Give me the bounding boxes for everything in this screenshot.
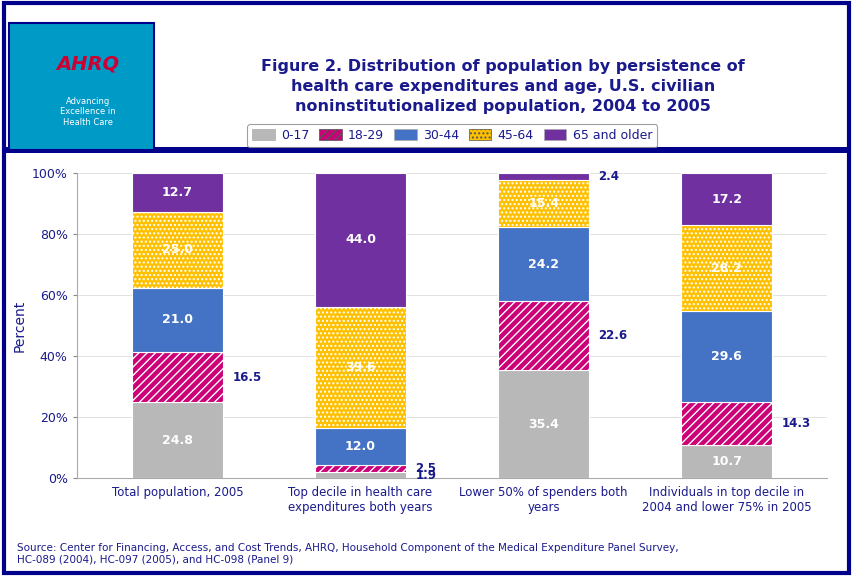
Bar <box>131 403 223 478</box>
Bar <box>131 173 223 211</box>
Bar <box>314 307 406 428</box>
Bar <box>680 445 772 478</box>
Text: 28.2: 28.2 <box>711 262 741 275</box>
Text: 24.8: 24.8 <box>162 434 193 447</box>
Text: 12.7: 12.7 <box>162 185 193 199</box>
Text: 35.4: 35.4 <box>527 418 558 430</box>
Bar <box>314 472 406 478</box>
Text: 10.7: 10.7 <box>711 455 741 468</box>
Text: 1.9: 1.9 <box>415 469 436 482</box>
Bar <box>680 312 772 402</box>
Bar <box>131 211 223 288</box>
Bar <box>498 173 589 180</box>
Text: 14.3: 14.3 <box>780 417 809 430</box>
Legend: 0-17, 18-29, 30-44, 45-64, 65 and older: 0-17, 18-29, 30-44, 45-64, 65 and older <box>247 124 656 147</box>
Text: 25.0: 25.0 <box>162 243 193 256</box>
Bar <box>131 352 223 403</box>
Text: 21.0: 21.0 <box>162 313 193 327</box>
Text: 2.5: 2.5 <box>415 462 436 475</box>
Bar <box>498 180 589 227</box>
Bar <box>131 288 223 352</box>
Text: Advancing
Excellence in
Health Care: Advancing Excellence in Health Care <box>60 97 116 127</box>
Text: AHRQ: AHRQ <box>56 54 120 73</box>
Text: 17.2: 17.2 <box>711 192 741 206</box>
Bar <box>498 227 589 301</box>
Bar <box>314 173 406 307</box>
Bar <box>680 225 772 312</box>
Text: 12.0: 12.0 <box>345 440 376 453</box>
Bar <box>498 370 589 478</box>
Text: 22.6: 22.6 <box>598 329 627 342</box>
Bar <box>680 402 772 445</box>
Bar <box>314 465 406 472</box>
Text: Source: Center for Financing, Access, and Cost Trends, AHRQ, Household Component: Source: Center for Financing, Access, an… <box>17 543 678 564</box>
Text: 16.5: 16.5 <box>232 371 262 384</box>
Text: 29.6: 29.6 <box>711 350 741 363</box>
Text: 44.0: 44.0 <box>345 233 376 247</box>
Y-axis label: Percent: Percent <box>12 300 26 351</box>
FancyBboxPatch shape <box>9 23 153 150</box>
Bar <box>314 428 406 465</box>
Text: 15.4: 15.4 <box>527 197 558 210</box>
Text: 39.6: 39.6 <box>345 361 376 374</box>
Text: Figure 2. Distribution of population by persistence of
health care expenditures : Figure 2. Distribution of population by … <box>261 59 745 113</box>
Text: 24.2: 24.2 <box>527 257 558 271</box>
Bar <box>498 301 589 370</box>
Bar <box>680 173 772 225</box>
Text: 2.4: 2.4 <box>598 170 619 183</box>
